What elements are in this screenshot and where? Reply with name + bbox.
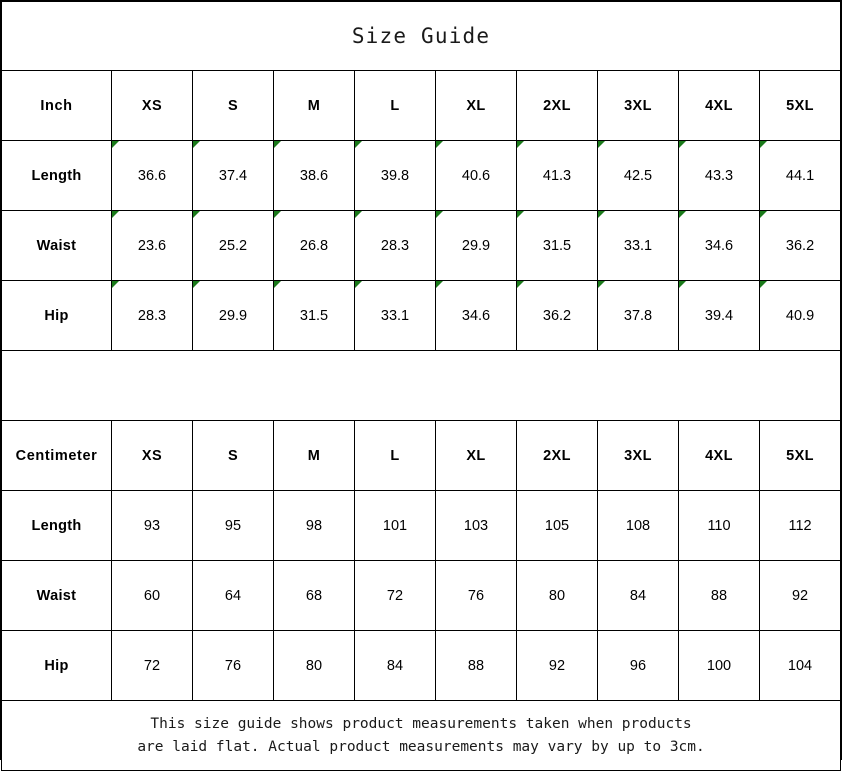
row-label-waist: Waist — [1, 560, 112, 631]
value-hip-5xl: 40.9 — [758, 280, 842, 351]
value-length-3xl: 42.5 — [597, 140, 679, 211]
value-hip-s: 76 — [192, 630, 274, 701]
size-header-xl: XL — [435, 70, 517, 141]
size-header-2xl: 2XL — [516, 420, 598, 491]
value-length-m: 98 — [273, 490, 355, 561]
size-header-xl: XL — [435, 420, 517, 491]
table-row: Length 93 95 98 101 103 105 108 110 112 — [1, 490, 842, 561]
table-row: Hip 72 76 80 84 88 92 96 100 104 — [1, 630, 842, 701]
value-hip-3xl: 96 — [597, 630, 679, 701]
size-header-xs: XS — [111, 420, 193, 491]
value-waist-l: 28.3 — [354, 210, 436, 281]
footer-note-line2: are laid flat. Actual product measuremen… — [137, 738, 705, 755]
value-length-l: 39.8 — [354, 140, 436, 211]
value-hip-l: 33.1 — [354, 280, 436, 351]
table-spacer-cell — [0, 350, 842, 421]
value-waist-xs: 60 — [111, 560, 193, 631]
value-hip-3xl: 37.8 — [597, 280, 679, 351]
value-waist-3xl: 84 — [597, 560, 679, 631]
table-row: Length 36.6 37.4 38.6 39.8 40.6 41.3 42.5 43.3 44… — [1, 140, 842, 211]
size-header-4xl: 4XL — [678, 70, 760, 141]
value-waist-m: 26.8 — [273, 210, 355, 281]
value-hip-2xl: 92 — [516, 630, 598, 701]
size-header-3xl: 3XL — [597, 420, 679, 491]
value-waist-s: 64 — [192, 560, 274, 631]
value-waist-2xl: 80 — [516, 560, 598, 631]
size-header-3xl: 3XL — [597, 70, 679, 141]
unit-header-inch: Inch — [1, 70, 112, 141]
value-length-xl: 103 — [435, 490, 517, 561]
value-length-3xl: 108 — [597, 490, 679, 561]
value-hip-2xl: 36.2 — [516, 280, 598, 351]
value-hip-xl: 34.6 — [435, 280, 517, 351]
footer-note-line1: This size guide shows product measuremen… — [150, 716, 692, 733]
size-header-2xl: 2XL — [516, 70, 598, 141]
value-hip-4xl: 39.4 — [678, 280, 760, 351]
size-header-l: L — [354, 70, 436, 141]
value-length-4xl: 110 — [678, 490, 760, 561]
value-length-2xl: 105 — [516, 490, 598, 561]
value-length-xl: 40.6 — [435, 140, 517, 211]
value-length-5xl: 44.1 — [758, 140, 842, 211]
table-row: Waist 23.6 25.2 26.8 28.3 29.9 31.5 33.1 34.6 36.… — [1, 210, 842, 281]
size-header-4xl: 4XL — [678, 420, 760, 491]
table-row: Hip 28.3 29.9 31.5 33.1 34.6 36.2 37.8 39.4 40.9 — [1, 280, 842, 351]
row-label-length: Length — [1, 490, 112, 561]
header-row-centimeter: Centimeter XS S M L XL 2XL 3XL 4XL 5XL — [1, 420, 842, 491]
size-header-s: S — [192, 70, 274, 141]
footer-row: This size guide shows product measuremen… — [0, 700, 842, 771]
value-length-l: 101 — [354, 490, 436, 561]
row-label-hip: Hip — [1, 630, 112, 701]
value-waist-2xl: 31.5 — [516, 210, 598, 281]
value-waist-3xl: 33.1 — [597, 210, 679, 281]
value-waist-m: 68 — [273, 560, 355, 631]
value-hip-m: 31.5 — [273, 280, 355, 351]
value-waist-4xl: 88 — [678, 560, 760, 631]
value-hip-5xl: 104 — [758, 630, 842, 701]
row-label-waist: Waist — [1, 210, 112, 281]
value-length-xs: 36.6 — [111, 140, 193, 211]
value-waist-xl: 29.9 — [435, 210, 517, 281]
value-waist-s: 25.2 — [192, 210, 274, 281]
value-hip-xl: 88 — [435, 630, 517, 701]
value-length-4xl: 43.3 — [678, 140, 760, 211]
value-waist-l: 72 — [354, 560, 436, 631]
value-waist-5xl: 92 — [758, 560, 842, 631]
unit-header-centimeter: Centimeter — [1, 420, 112, 491]
size-header-5xl: 5XL — [758, 70, 842, 141]
size-header-m: M — [273, 70, 355, 141]
table-row: Waist 60 64 68 72 76 80 84 88 92 — [1, 560, 842, 631]
value-length-m: 38.6 — [273, 140, 355, 211]
value-waist-4xl: 34.6 — [678, 210, 760, 281]
value-hip-xs: 28.3 — [111, 280, 193, 351]
value-hip-4xl: 100 — [678, 630, 760, 701]
header-row-inch: Inch XS S M L XL 2XL 3XL 4XL 5XL — [1, 70, 842, 141]
value-waist-xs: 23.6 — [111, 210, 193, 281]
value-hip-xs: 72 — [111, 630, 193, 701]
size-header-s: S — [192, 420, 274, 491]
page-title: Size Guide — [0, 1, 842, 71]
value-hip-l: 84 — [354, 630, 436, 701]
size-header-l: L — [354, 420, 436, 491]
size-header-m: M — [273, 420, 355, 491]
value-length-2xl: 41.3 — [516, 140, 598, 211]
value-length-s: 37.4 — [192, 140, 274, 211]
row-label-length: Length — [1, 140, 112, 211]
footer-note: This size guide shows product measuremen… — [0, 700, 842, 771]
value-length-s: 95 — [192, 490, 274, 561]
size-header-5xl: 5XL — [758, 420, 842, 491]
value-waist-xl: 76 — [435, 560, 517, 631]
table-spacer-row — [0, 350, 842, 421]
value-hip-m: 80 — [273, 630, 355, 701]
value-length-xs: 93 — [111, 490, 193, 561]
size-header-xs: XS — [111, 70, 193, 141]
value-length-5xl: 112 — [758, 490, 842, 561]
title-row: Size Guide — [0, 1, 842, 71]
row-label-hip: Hip — [1, 280, 112, 351]
value-hip-s: 29.9 — [192, 280, 274, 351]
value-waist-5xl: 36.2 — [758, 210, 842, 281]
